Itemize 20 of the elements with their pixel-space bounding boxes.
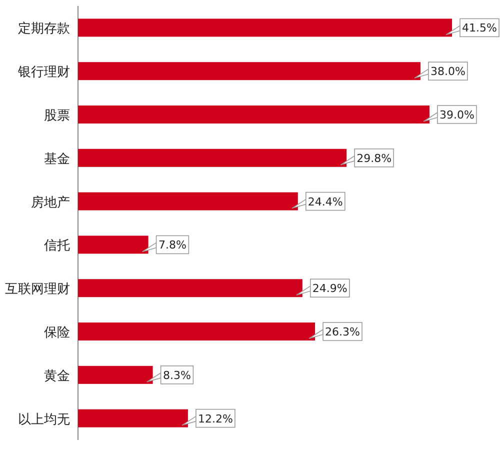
data-label: 38.0% [430, 65, 466, 78]
y-tick-label: 银行理财 [17, 65, 70, 80]
data-label: 24.9% [312, 282, 348, 296]
data-label: 7.8% [158, 238, 186, 252]
y-tick-label: 定期存款 [18, 22, 70, 37]
data-label: 8.3% [163, 368, 191, 382]
data-label: 24.4% [308, 195, 343, 208]
data-label: 41.5% [462, 22, 497, 35]
y-tick-label: 基金 [44, 152, 70, 167]
data-label: 26.3% [325, 326, 360, 338]
data-label: 39.0% [439, 108, 474, 122]
data-label: 29.8% [356, 152, 392, 165]
y-tick-label: 信托 [44, 238, 70, 254]
data-label: 12.2% [198, 412, 233, 426]
y-tick-label: 黄金 [44, 368, 70, 384]
y-tick-label: 股票 [44, 108, 70, 124]
y-tick-label: 保险 [44, 326, 70, 340]
y-tick-label: 互联网理财 [5, 282, 70, 298]
y-tick-label: 房地产 [31, 194, 70, 210]
y-tick-label: 以上均无 [18, 412, 70, 428]
